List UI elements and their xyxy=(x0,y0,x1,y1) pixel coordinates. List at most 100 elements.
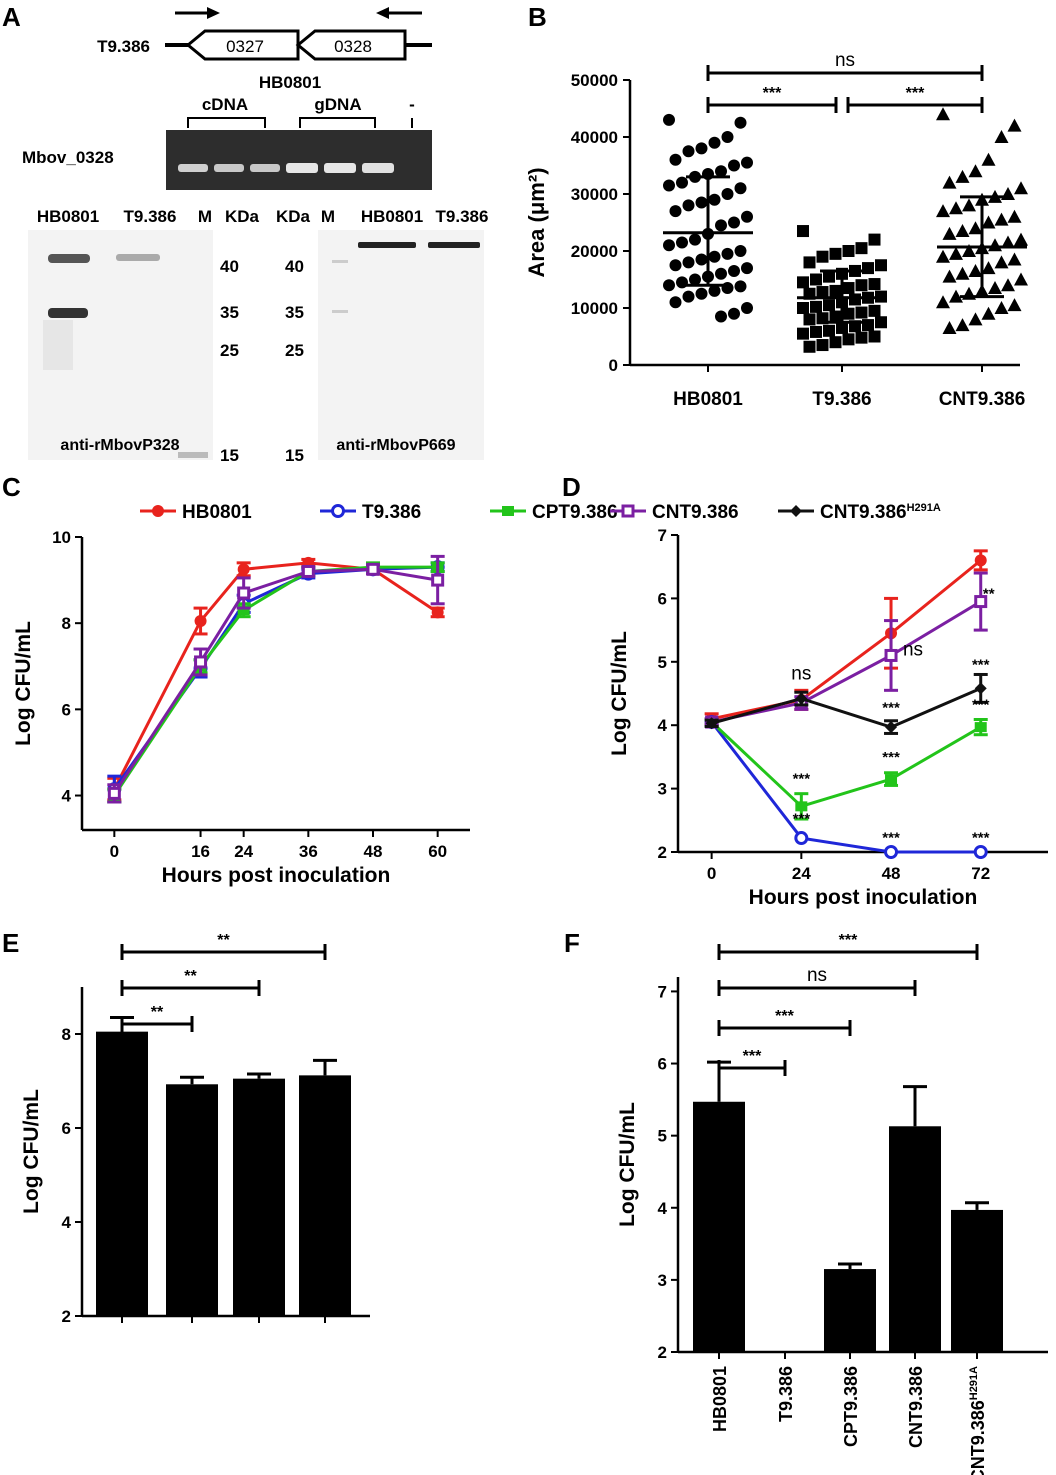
d-series-line-3 xyxy=(711,600,982,724)
blot-lane-labels: HB0801 T9.386 M KDa KDa M HB0801 T9.386 xyxy=(37,207,489,226)
d-annotation-4: *** xyxy=(882,700,900,717)
b-point-1-25 xyxy=(810,300,822,313)
b-point-2-24 xyxy=(962,244,976,257)
b-point-1-15 xyxy=(855,279,868,292)
b-point-1-33 xyxy=(875,316,887,329)
b-point-2-38 xyxy=(949,289,963,303)
legend-marker-2 xyxy=(502,506,514,516)
blot-left-kda: KDa xyxy=(225,207,260,226)
b-point-0-34 xyxy=(728,264,740,277)
b-point-0-37 xyxy=(689,273,701,286)
b-point-0-13 xyxy=(663,179,675,192)
c-point-3-4 xyxy=(366,562,380,576)
b-point-2-6 xyxy=(942,175,957,189)
legend-label-2: CPT9.386 xyxy=(532,502,618,523)
e-ytick-label-3: 8 xyxy=(62,1025,71,1044)
e-ytick-label-2: 6 xyxy=(62,1119,71,1138)
b-point-2-42 xyxy=(981,306,996,320)
b-point-0-40 xyxy=(734,280,747,293)
f-ytick-label-0: 2 xyxy=(658,1343,667,1362)
c-xtick-label-0: 0 xyxy=(110,842,119,861)
b-point-1-2 xyxy=(855,242,868,255)
b-point-1-18 xyxy=(816,286,829,299)
marker-25-right: 25 xyxy=(285,341,304,360)
panel-letter-f: F xyxy=(564,928,580,958)
d-point-4-2 xyxy=(885,721,898,734)
c-ytick-label-1: 6 xyxy=(62,700,71,719)
d-xtick-label-0: 0 xyxy=(707,864,716,883)
d-annotation-0: ns xyxy=(791,664,811,685)
marker-40-right: 40 xyxy=(285,257,304,276)
legend-label-0: HB0801 xyxy=(182,502,252,523)
f-ytick-label-5: 7 xyxy=(658,982,667,1001)
b-ytick-label-1: 10000 xyxy=(571,299,618,318)
b-point-2-21 xyxy=(1001,235,1015,249)
b-point-0-44 xyxy=(682,290,695,303)
b-point-0-3 xyxy=(708,136,721,149)
b-point-2-44 xyxy=(955,318,970,332)
b-point-1-0 xyxy=(797,225,809,238)
gel-label: Mbov_0328 xyxy=(22,148,114,167)
panel-letter-c: C xyxy=(2,472,21,502)
marker-25-left: 25 xyxy=(220,341,239,360)
gel-group-labels: cDNA gDNA - xyxy=(187,95,415,128)
d-annotation-8: *** xyxy=(972,656,990,673)
f-ylabel: Log CFU/mL xyxy=(616,1102,639,1227)
d-point-4-0 xyxy=(705,717,718,730)
b-point-1-28 xyxy=(855,306,868,319)
c-point-3-2 xyxy=(237,586,251,600)
c-point-3-0 xyxy=(107,786,121,800)
panel-letter-a: A xyxy=(2,2,21,32)
b-point-0-35 xyxy=(715,267,727,280)
d-ytick-label-2: 4 xyxy=(658,716,668,735)
b-point-2-29 xyxy=(981,261,996,275)
b-sig-label-2: *** xyxy=(906,85,925,102)
b-point-1-11 xyxy=(823,270,835,283)
b-point-1-38 xyxy=(810,325,822,338)
b-point-0-14 xyxy=(734,182,747,195)
f-xtick-label-1: T9.386 xyxy=(776,1366,796,1422)
chart-b: 0 10000 20000 30000 40000 50000 Area (μm²) HB08… xyxy=(524,50,1028,410)
b-point-1-42 xyxy=(842,333,855,346)
blot-left: anti-rMbovP328 xyxy=(28,230,213,460)
f-ytick-label-1: 3 xyxy=(658,1271,667,1290)
b-ytick-label-3: 30000 xyxy=(571,185,618,204)
b-point-0-22 xyxy=(715,219,727,232)
f-ytick-label-3: 5 xyxy=(658,1127,667,1146)
b-point-1-6 xyxy=(803,256,816,269)
c-series-line-2 xyxy=(113,565,438,797)
b-point-2-28 xyxy=(994,255,1009,269)
f-ytick-label-2: 4 xyxy=(658,1199,668,1218)
b-point-0-39 xyxy=(663,279,675,292)
b-point-0-1 xyxy=(734,116,747,129)
b-point-1-7 xyxy=(875,259,887,272)
b-point-1-36 xyxy=(836,321,848,334)
b-point-0-15 xyxy=(721,188,734,200)
b-point-1-16 xyxy=(842,282,855,295)
b-point-0-5 xyxy=(682,145,695,158)
b-point-0-32 xyxy=(669,259,682,272)
b-point-2-0 xyxy=(936,107,950,121)
antibody-label-left: anti-rMbovP328 xyxy=(60,437,179,454)
b-point-2-12 xyxy=(949,201,963,215)
f-bar-2 xyxy=(824,1269,876,1352)
panel-letter-b: B xyxy=(528,2,547,32)
chart-f: 2 3 4 5 6 7 Log CFU/mL HB0801 T9.386 CPT9.386 CNT9… xyxy=(616,932,1048,1475)
gene-0328-shape xyxy=(295,29,407,61)
d-point-3-2 xyxy=(884,648,898,662)
b-point-2-41 xyxy=(994,301,1009,314)
d-series-line-1 xyxy=(710,721,981,854)
gel-image xyxy=(166,130,432,190)
b-point-1-1 xyxy=(868,233,881,246)
blot-left-lane-1: HB0801 xyxy=(37,207,99,226)
b-point-0-24 xyxy=(689,233,701,246)
d-annotation-7: ** xyxy=(983,585,995,602)
b-point-2-31 xyxy=(955,266,970,280)
marker-15-left: 15 xyxy=(220,446,239,465)
gel-title: HB0801 xyxy=(259,73,321,92)
c-point-3-3 xyxy=(301,564,315,578)
d-annotation-1: *** xyxy=(793,771,811,788)
marker-35-right: 35 xyxy=(285,303,304,322)
b-point-2-15 xyxy=(994,212,1009,226)
c-xlabel: Hours post inoculation xyxy=(162,864,391,887)
